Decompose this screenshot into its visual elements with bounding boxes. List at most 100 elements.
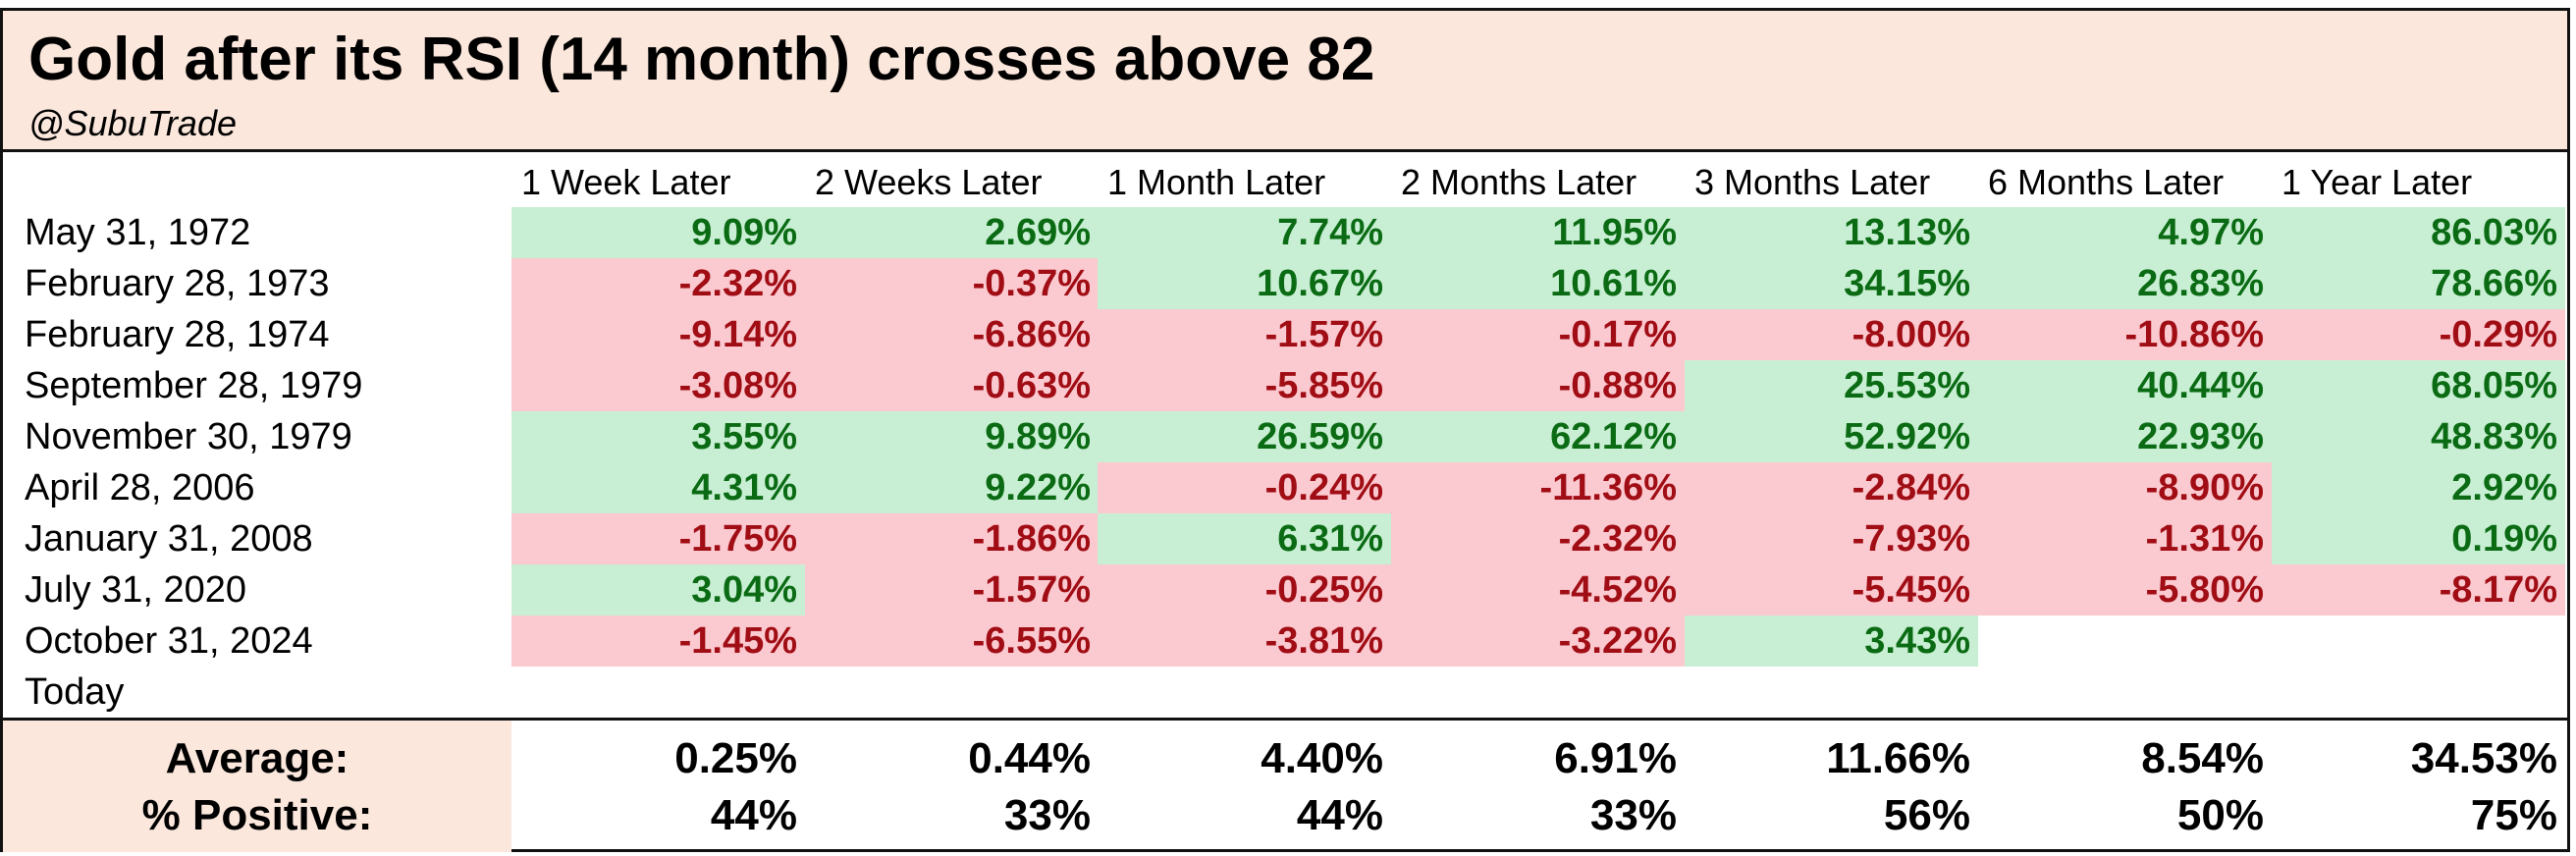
positive-return-cell: 3.55%	[511, 411, 805, 462]
table-frame: Gold after its RSI (14 month) crosses ab…	[0, 8, 2570, 852]
negative-return-cell: -0.25%	[1098, 564, 1391, 615]
positive-return-cell: 9.22%	[805, 462, 1099, 513]
summary-value: 0.44%	[968, 734, 1091, 782]
summary-value: 11.66%	[1826, 734, 1970, 782]
positive-return-cell: 9.09%	[511, 207, 805, 258]
row-label: May 31, 1972	[25, 212, 251, 253]
summary-value: 50%	[2176, 791, 2264, 839]
negative-return-cell: -5.80%	[1978, 564, 2272, 615]
negative-return-cell: -3.81%	[1098, 615, 1391, 667]
column-header: 6 Months Later	[1988, 162, 2225, 202]
negative-return-cell: -3.22%	[1391, 615, 1685, 667]
positive-return-cell: 7.74%	[1098, 207, 1391, 258]
column-header: 1 Year Later	[2281, 162, 2473, 202]
negative-return-cell: -6.86%	[805, 309, 1099, 360]
negative-return-cell: -2.84%	[1685, 462, 1978, 513]
positive-return-cell: 6.31%	[1098, 513, 1391, 564]
negative-return-cell: -1.31%	[1978, 513, 2272, 564]
summary-value: 75%	[2470, 791, 2557, 839]
positive-return-cell: 34.15%	[1685, 258, 1978, 309]
summary-value: 44%	[1296, 791, 1383, 839]
author-handle: @SubuTrade	[28, 103, 237, 143]
row-label: September 28, 1979	[25, 365, 363, 406]
column-header: 1 Week Later	[521, 162, 731, 202]
negative-return-cell: -6.55%	[805, 615, 1099, 667]
negative-return-cell: -2.32%	[511, 258, 805, 309]
summary-value: 0.25%	[674, 734, 797, 782]
negative-return-cell: -0.29%	[2272, 309, 2565, 360]
chart-title: Gold after its RSI (14 month) crosses ab…	[28, 26, 1375, 93]
row-label: November 30, 1979	[25, 416, 352, 457]
negative-return-cell: -5.85%	[1098, 360, 1391, 411]
summary-label-background	[3, 721, 511, 852]
negative-return-cell: -7.93%	[1685, 513, 1978, 564]
row-label: July 31, 2020	[25, 569, 247, 611]
positive-return-cell: 25.53%	[1685, 360, 1978, 411]
positive-return-cell: 78.66%	[2272, 258, 2565, 309]
positive-return-cell: 40.44%	[1978, 360, 2272, 411]
positive-return-cell: 26.59%	[1098, 411, 1391, 462]
summary-label: Average:	[165, 734, 349, 782]
positive-return-cell: 2.69%	[805, 207, 1099, 258]
positive-return-cell: 86.03%	[2272, 207, 2565, 258]
column-header: 2 Weeks Later	[815, 162, 1043, 202]
negative-return-cell: -0.24%	[1098, 462, 1391, 513]
negative-return-cell: -1.75%	[511, 513, 805, 564]
row-label: February 28, 1974	[25, 314, 330, 355]
summary-value: 6.91%	[1554, 734, 1677, 782]
positive-return-cell: 9.89%	[805, 411, 1099, 462]
negative-return-cell: -11.36%	[1391, 462, 1685, 513]
positive-return-cell: 13.13%	[1685, 207, 1978, 258]
positive-return-cell: 22.93%	[1978, 411, 2272, 462]
negative-return-cell: -0.37%	[805, 258, 1099, 309]
positive-return-cell: 11.95%	[1391, 207, 1685, 258]
column-header: 2 Months Later	[1401, 162, 1637, 202]
negative-return-cell: -5.45%	[1685, 564, 1978, 615]
negative-return-cell: -8.90%	[1978, 462, 2272, 513]
row-label: Today	[25, 671, 125, 713]
positive-return-cell: 2.92%	[2272, 462, 2565, 513]
positive-return-cell: 3.43%	[1685, 615, 1978, 667]
summary-value: 8.54%	[2141, 734, 2264, 782]
positive-return-cell: 10.67%	[1098, 258, 1391, 309]
negative-return-cell: -4.52%	[1391, 564, 1685, 615]
positive-return-cell: 10.61%	[1391, 258, 1685, 309]
title-banner: Gold after its RSI (14 month) crosses ab…	[3, 11, 2567, 152]
negative-return-cell: -1.57%	[1098, 309, 1391, 360]
column-header: 1 Month Later	[1107, 162, 1326, 202]
positive-return-cell: 3.04%	[511, 564, 805, 615]
negative-return-cell: -8.00%	[1685, 309, 1978, 360]
negative-return-cell: -3.08%	[511, 360, 805, 411]
positive-return-cell: 4.97%	[1978, 207, 2272, 258]
positive-return-cell: 48.83%	[2272, 411, 2565, 462]
row-label: January 31, 2008	[25, 518, 313, 560]
row-label: October 31, 2024	[25, 620, 313, 662]
negative-return-cell: -2.32%	[1391, 513, 1685, 564]
negative-return-cell: -1.57%	[805, 564, 1099, 615]
positive-return-cell: 62.12%	[1391, 411, 1685, 462]
negative-return-cell: -8.17%	[2272, 564, 2565, 615]
summary-value: 56%	[1883, 791, 1970, 839]
column-header: 3 Months Later	[1694, 162, 1931, 202]
negative-return-cell: -10.86%	[1978, 309, 2272, 360]
positive-return-cell: 26.83%	[1978, 258, 2272, 309]
row-label: April 28, 2006	[25, 467, 255, 508]
summary-value: 33%	[1589, 791, 1677, 839]
negative-return-cell: -0.63%	[805, 360, 1099, 411]
positive-return-cell: 0.19%	[2272, 513, 2565, 564]
negative-return-cell: -0.17%	[1391, 309, 1685, 360]
summary-value: 4.40%	[1261, 734, 1383, 782]
negative-return-cell: -1.45%	[511, 615, 805, 667]
summary-value: 44%	[710, 791, 797, 839]
summary-value: 34.53%	[2410, 734, 2557, 782]
positive-return-cell: 68.05%	[2272, 360, 2565, 411]
negative-return-cell: -1.86%	[805, 513, 1099, 564]
summary-label: % Positive:	[141, 791, 373, 839]
summary-section: Average: 0.25% 0.44% 4.40% 6.91% 11.66% 8.54% 3…	[3, 718, 2567, 852]
positive-return-cell: 52.92%	[1685, 411, 1978, 462]
row-label: February 28, 1973	[25, 263, 330, 304]
negative-return-cell: -0.88%	[1391, 360, 1685, 411]
negative-return-cell: -9.14%	[511, 309, 805, 360]
positive-return-cell: 4.31%	[511, 462, 805, 513]
summary-value: 33%	[1003, 791, 1091, 839]
